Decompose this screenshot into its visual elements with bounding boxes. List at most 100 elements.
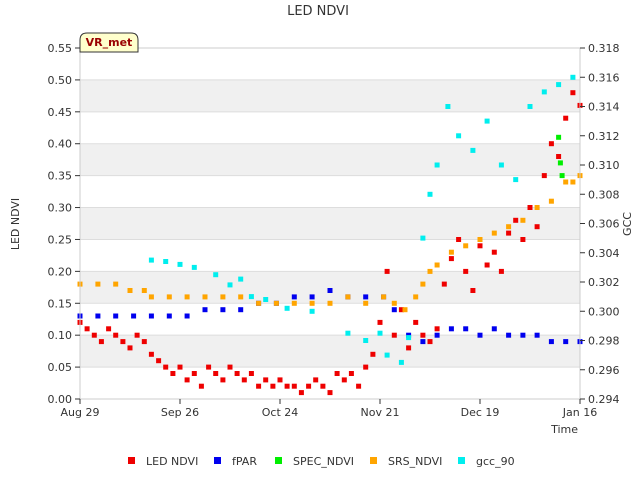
data-point [470, 147, 476, 153]
data-point [184, 377, 190, 383]
data-point [141, 288, 147, 293]
x-tick-label: Nov 21 [361, 406, 400, 419]
y-tick-label: 0.35 [48, 170, 73, 183]
data-point [463, 243, 469, 249]
data-point [520, 237, 526, 242]
data-point [534, 205, 540, 210]
data-point [238, 307, 244, 313]
data-point [384, 268, 390, 274]
data-point [548, 198, 554, 204]
data-point [391, 300, 397, 306]
data-point [456, 133, 462, 139]
y2-tick-label: 0.314 [588, 101, 620, 114]
badge-label: VR_met [86, 36, 133, 49]
x-axis: Aug 29 Sep 26 Oct 24 Nov 21 Dec 19 Jan 16 [61, 399, 597, 419]
data-point [298, 390, 304, 396]
data-point [548, 339, 554, 345]
data-point [463, 326, 469, 332]
data-point [506, 224, 512, 230]
data-point [570, 179, 576, 185]
data-point [506, 332, 512, 338]
y-tick-label: 0.55 [48, 42, 73, 55]
data-point [520, 332, 526, 338]
data-point [309, 300, 315, 306]
grid-band [80, 79, 580, 112]
data-point [541, 89, 547, 95]
data-point [427, 268, 433, 274]
y2-tick-label: 0.296 [588, 364, 620, 377]
data-point [291, 300, 297, 306]
data-point [291, 294, 297, 300]
data-point [427, 339, 433, 345]
y2-tick-label: 0.300 [588, 305, 620, 318]
data-point [334, 371, 340, 376]
data-point [348, 371, 354, 376]
y-tick-label: 0.40 [48, 138, 73, 151]
legend-swatch [275, 457, 282, 464]
data-point [448, 256, 454, 262]
data-point [166, 313, 172, 319]
data-point [563, 339, 569, 345]
data-point [306, 383, 312, 389]
data-point [363, 300, 369, 306]
data-point [563, 115, 569, 121]
data-point [227, 364, 233, 370]
legend-label: SPEC_NDVI [293, 455, 354, 468]
data-point [420, 281, 426, 287]
data-point [420, 339, 426, 345]
data-point [248, 294, 254, 300]
data-point [548, 141, 554, 147]
data-point [263, 377, 269, 383]
data-point [313, 377, 319, 383]
data-point [220, 307, 226, 313]
grid-band [80, 335, 580, 368]
y2-tick-label: 0.308 [588, 188, 620, 201]
data-point [456, 237, 462, 242]
data-point [284, 305, 290, 311]
data-point [273, 300, 279, 306]
y-axis-left: 0.00 0.05 0.10 0.15 0.20 0.25 0.30 0.35 0.40 0.45… [48, 42, 80, 406]
badge-shape [79, 32, 139, 53]
x-tick-label: Sep 26 [161, 406, 199, 419]
data-point [166, 294, 172, 300]
data-point [256, 300, 262, 306]
grid-band [80, 143, 580, 176]
y-tick-label: 0.30 [48, 202, 73, 215]
data-point [381, 294, 387, 300]
y2-tick-label: 0.304 [588, 247, 620, 260]
y2-axis-label: GCC [621, 212, 634, 236]
data-point [120, 339, 126, 345]
data-point [241, 377, 247, 383]
data-point [377, 319, 383, 325]
data-point [91, 332, 97, 338]
data-point [520, 217, 526, 223]
legend-item: gcc_90 [458, 455, 515, 468]
data-point [163, 364, 169, 370]
data-point [556, 154, 562, 159]
data-point [441, 281, 447, 287]
data-point [163, 259, 169, 264]
data-point [148, 257, 154, 263]
data-point [434, 326, 440, 332]
data-point [141, 339, 147, 345]
grid-band [80, 271, 580, 304]
y2-tick-label: 0.298 [588, 335, 620, 348]
x-axis-label: Time [550, 423, 578, 436]
data-point [556, 134, 562, 140]
legend-label: gcc_90 [476, 455, 515, 468]
y-tick-label: 0.20 [48, 265, 73, 278]
y2-tick-label: 0.316 [588, 71, 620, 84]
y2-tick-label: 0.294 [588, 393, 620, 406]
data-point [320, 383, 326, 389]
legend-swatch [128, 457, 135, 464]
x-tick-label: Aug 29 [61, 406, 100, 419]
data-point [434, 262, 440, 268]
legend-swatch [370, 457, 377, 464]
data-point [384, 352, 390, 358]
chart-title: LED NDVI [287, 4, 349, 19]
data-point [420, 332, 426, 338]
series-led-ndvi [77, 90, 583, 396]
y2-tick-label: 0.310 [588, 159, 620, 172]
data-point [127, 345, 133, 351]
